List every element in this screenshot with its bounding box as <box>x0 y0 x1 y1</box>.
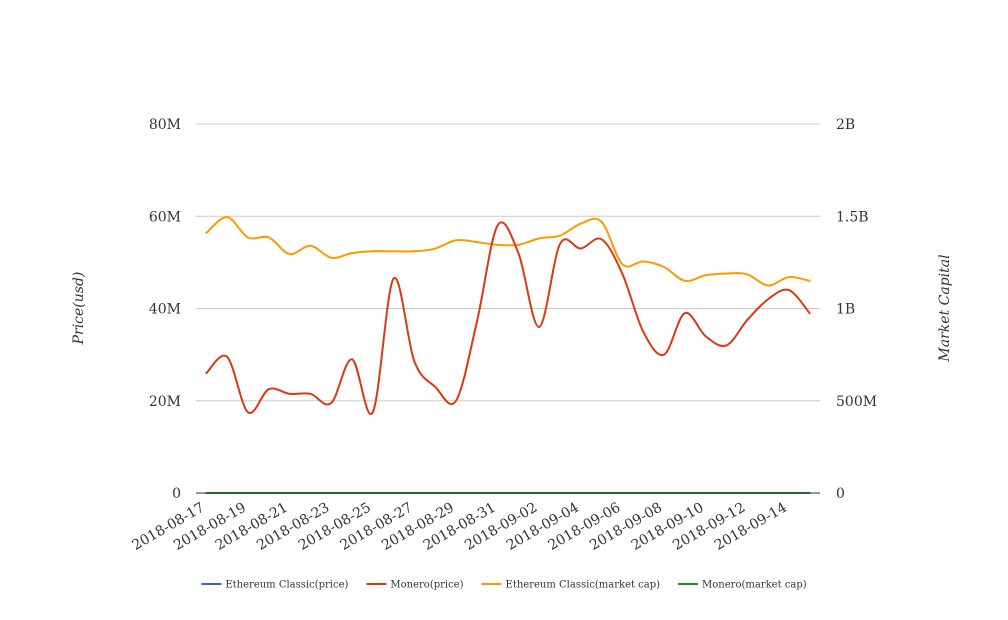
y2-tick-label: 0 <box>836 486 845 502</box>
legend-label-monero-market-cap: Monero(market cap) <box>702 580 807 591</box>
series-line-ethereum-classic-market-cap <box>205 216 811 287</box>
legend-label-monero-price: Monero(price) <box>390 580 463 591</box>
y-tick-label: 80M <box>149 117 181 133</box>
y-tick-label: 20M <box>149 394 181 410</box>
legend-label-ethereum-classic-market-cap: Ethereum Classic(market cap) <box>506 580 661 591</box>
axes: 020M40M60M80M0500M1B1.5B2B2018-08-172018… <box>129 117 877 554</box>
y-tick-label: 60M <box>149 209 181 225</box>
y-tick-label: 0 <box>172 486 181 502</box>
y2-tick-label: 500M <box>836 394 877 410</box>
legend-label-ethereum-classic-price: Ethereum Classic(price) <box>225 580 348 591</box>
y2-tick-label: 1B <box>836 302 855 318</box>
legend: Ethereum Classic(price) Monero(price) Ethe… <box>201 580 807 591</box>
y-axis-title: Price(usd) <box>71 272 87 346</box>
series-layer <box>205 216 811 495</box>
y-tick-label: 40M <box>149 302 181 318</box>
y2-tick-label: 2B <box>836 117 855 133</box>
series-line-monero-price <box>205 221 811 416</box>
gridlines <box>196 123 820 402</box>
y2-tick-label: 1.5B <box>836 209 869 225</box>
y2-axis-title: Market Capital <box>937 254 953 362</box>
